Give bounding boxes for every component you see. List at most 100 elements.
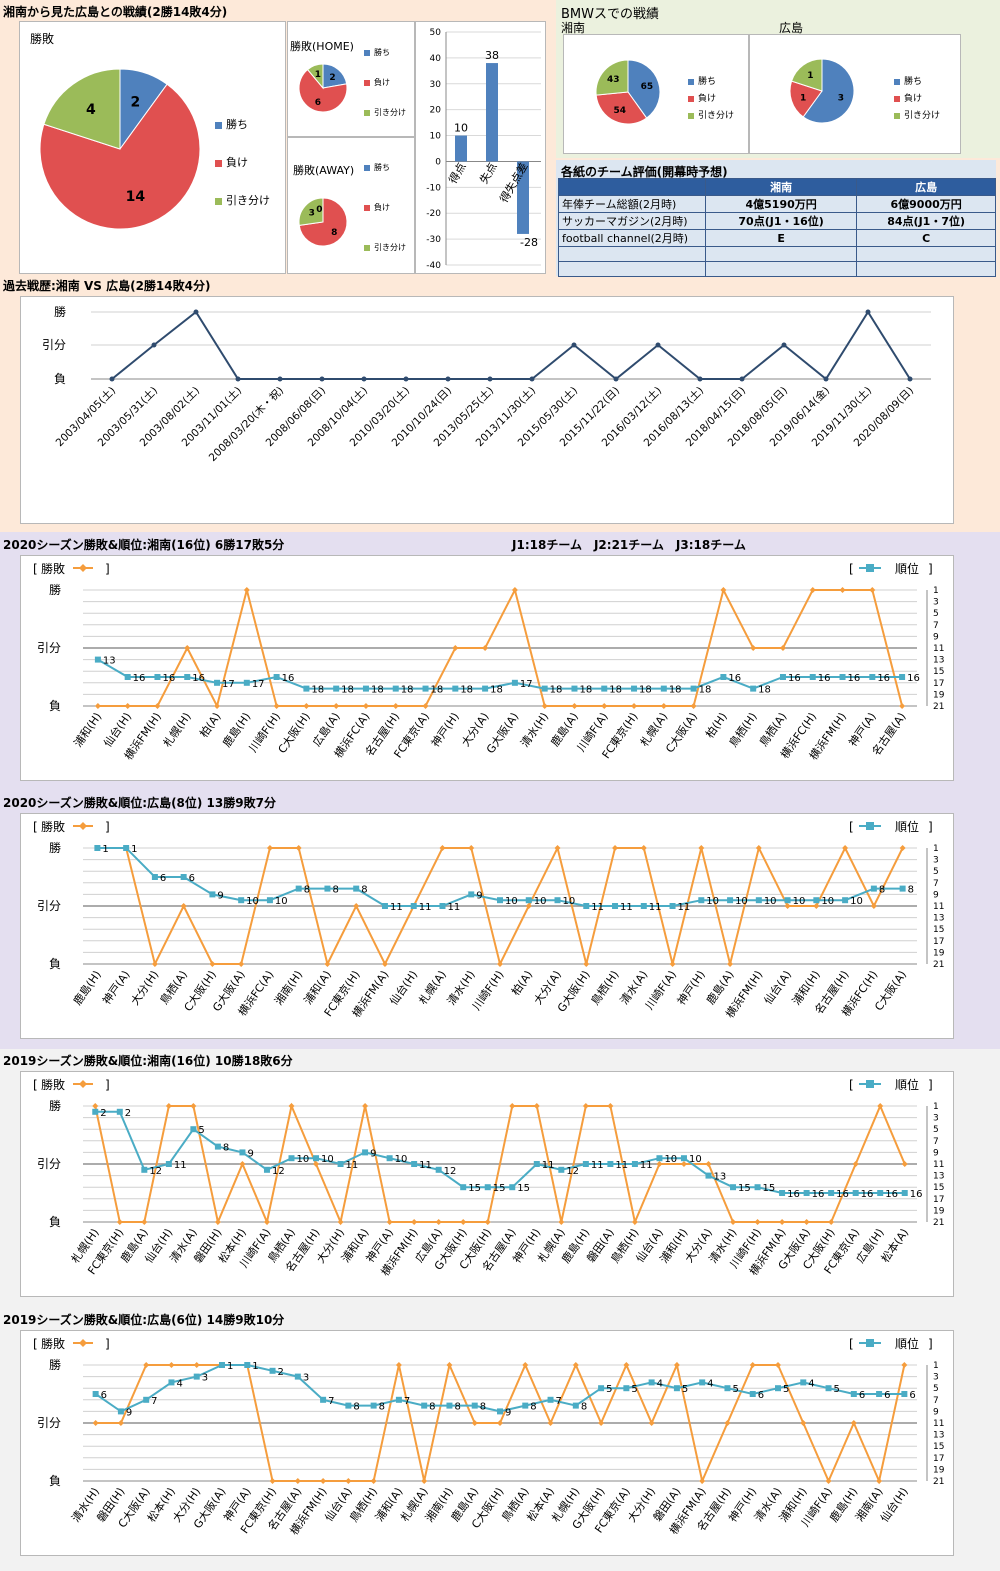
result-point <box>870 903 877 909</box>
rank-point <box>353 885 360 892</box>
history-point <box>823 376 829 382</box>
legend-swatch <box>364 205 370 211</box>
y-tick-label: 50 <box>430 28 442 38</box>
rank-point <box>828 1190 835 1196</box>
rank-data-label: 9 <box>505 1407 511 1418</box>
result-point <box>117 1420 124 1426</box>
legend-label: 勝ち <box>374 47 390 57</box>
pie-title: 勝敗(HOME) <box>290 39 354 53</box>
pie-slice <box>298 197 324 226</box>
rank-data-label: 5 <box>783 1384 789 1395</box>
pie-slice <box>789 80 823 118</box>
x-tick-label: 得点 <box>446 160 468 186</box>
rank-data-label: 10 <box>395 1154 408 1165</box>
rank-tick-label: 5 <box>933 867 939 877</box>
rank-data-label: 6 <box>101 1390 107 1401</box>
legend-result-bracket: [ <box>33 1078 38 1092</box>
result-point <box>698 845 705 851</box>
legend-rank-label: 順位 <box>895 561 919 576</box>
rank-point <box>410 903 417 909</box>
rank-point <box>899 885 906 892</box>
rank-point <box>601 685 608 692</box>
rank-tick-label: 13 <box>933 1172 944 1182</box>
rank-point <box>411 1161 418 1167</box>
rank-point <box>123 845 130 851</box>
rank-tick-label: 19 <box>933 1465 945 1475</box>
rank-tick-label: 17 <box>933 679 944 689</box>
legend-result-bracket: [ <box>33 1337 38 1351</box>
rank-point <box>640 903 647 909</box>
result-point <box>460 1219 467 1225</box>
rank-point <box>439 903 446 909</box>
rank-data-label: 7 <box>151 1396 157 1407</box>
result-point <box>94 703 101 709</box>
rank-point <box>294 1373 301 1380</box>
pie-slice <box>298 68 348 113</box>
rank-point <box>669 903 676 909</box>
x-tick-label: 神戸(H) <box>674 968 708 1008</box>
x-tick-label: 大分(H) <box>128 968 162 1008</box>
legend-label: 引き分け <box>904 110 940 121</box>
eval-hiroshima-value <box>856 246 996 262</box>
rank-tick-label: 15 <box>933 1442 944 1452</box>
eval-shonan-value: 70点(J1・16位) <box>704 212 858 230</box>
rank-point <box>295 885 302 892</box>
legend-swatch <box>215 122 222 129</box>
rank-data-label: 18 <box>490 685 503 696</box>
y-tick-label: -10 <box>426 183 441 193</box>
rank-data-label: 15 <box>763 1183 776 1194</box>
rank-point <box>92 1108 99 1115</box>
result-point <box>143 1362 150 1368</box>
legend-label: 負け <box>374 77 390 87</box>
rank-tick-label: 19 <box>933 1206 945 1216</box>
legend-rank-bracket: ] <box>928 562 933 576</box>
pie-title: 勝敗(AWAY) <box>293 163 354 177</box>
y-tick-label: 40 <box>430 54 442 64</box>
history-point <box>865 309 871 315</box>
rank-point <box>705 1172 712 1179</box>
bar <box>486 63 498 162</box>
result-point <box>151 961 158 967</box>
rank-tick-label: 13 <box>933 656 944 666</box>
result-point <box>656 1161 663 1167</box>
rank-point <box>94 845 101 851</box>
history-point <box>445 376 451 382</box>
result-point <box>699 1478 706 1484</box>
rank-data-label: 15 <box>468 1183 481 1194</box>
result-y-label: 引分 <box>37 641 61 655</box>
rank-data-label: 4 <box>808 1378 814 1389</box>
rank-data-label: 18 <box>699 685 712 696</box>
rank-point <box>273 674 280 680</box>
rank-data-label: 18 <box>431 685 444 696</box>
result-point <box>154 703 161 709</box>
rank-data-label: 4 <box>657 1378 663 1389</box>
legend-rank-bracket: ] <box>928 1078 933 1092</box>
history-point <box>655 342 661 348</box>
result-point <box>554 845 561 851</box>
rank-data-label: 6 <box>758 1390 764 1401</box>
rank-point <box>901 1391 908 1397</box>
rank-data-label: 11 <box>390 902 403 913</box>
rank-data-label: 6 <box>859 1390 865 1401</box>
result-point <box>673 1362 680 1368</box>
history-series-line <box>111 310 911 381</box>
rank-point <box>116 1108 123 1115</box>
rank-data-label: 10 <box>534 896 547 907</box>
rank-point <box>877 1190 884 1196</box>
rank-point <box>288 1155 295 1162</box>
rank-data-label: 11 <box>419 902 432 913</box>
y-tick-label: 10 <box>430 132 442 142</box>
history-point <box>613 376 619 382</box>
history-point <box>781 342 787 348</box>
bmw-hiroshima-panel: 3 1 1 勝ち 負け 引き分け <box>749 34 961 154</box>
result-point <box>435 1219 442 1225</box>
legend-label: 引き分け <box>374 243 406 252</box>
legend-swatch <box>688 96 694 102</box>
rank-point <box>266 897 273 904</box>
rank-point <box>558 1166 565 1173</box>
eval-table: 湘南 広島 年俸チーム総額(2月時) 4億5190万円 6億9000万円 サッカーマ… <box>558 178 996 277</box>
x-tick-label: 柏(A) <box>508 968 535 998</box>
rank-tick-label: 21 <box>933 1218 944 1228</box>
